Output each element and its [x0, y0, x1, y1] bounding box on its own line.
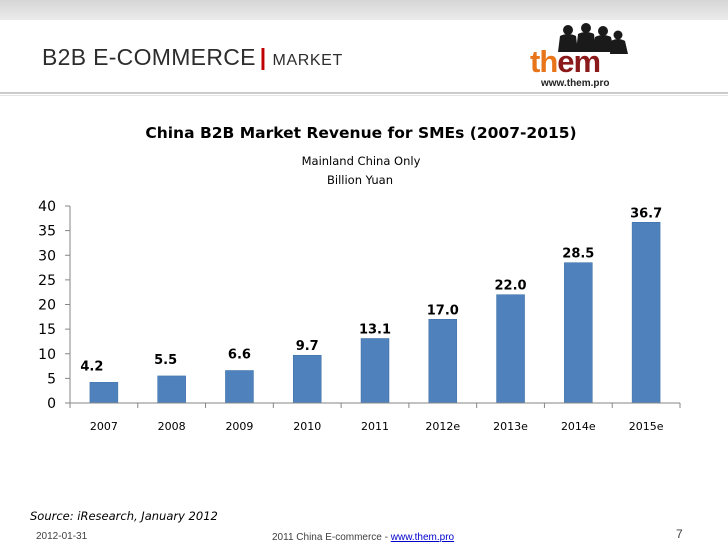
bar: [292, 354, 322, 404]
slide-title: B2B E-COMMERCE | MARKET: [42, 44, 343, 71]
y-tick-label: 35: [38, 224, 56, 240]
logo-word: them: [530, 44, 601, 80]
bar: [428, 319, 458, 404]
x-tick-label: 2008: [158, 420, 186, 433]
bar: [631, 222, 661, 404]
slide-title-main: B2B E-COMMERCE: [42, 44, 256, 70]
title-separator: |: [259, 44, 267, 70]
source-note: Source: iResearch, January 2012: [30, 509, 218, 523]
data-label: 28.5: [562, 247, 594, 262]
y-tick-label: 30: [38, 248, 56, 264]
data-label: 5.5: [154, 353, 177, 368]
y-tick-label: 40: [38, 199, 56, 215]
x-tick-label: 2011: [361, 420, 389, 433]
data-label: 6.6: [228, 347, 251, 362]
x-tick-label: 2007: [90, 420, 118, 433]
x-tick-label: 2012e: [425, 420, 460, 433]
top-bar: [0, 0, 728, 20]
data-label: 17.0: [427, 303, 459, 318]
header-divider: [0, 92, 728, 94]
data-label: 22.0: [495, 279, 527, 294]
footer-date: 2012-01-31: [36, 531, 88, 542]
y-tick-label: 5: [47, 371, 56, 387]
chart-title: China B2B Market Revenue for SMEs (2007-…: [145, 124, 577, 142]
y-tick-label: 15: [38, 322, 56, 338]
chart-unit-label: Billion Yuan: [327, 173, 393, 187]
chart-subtitle: Mainland China Only: [301, 154, 421, 168]
data-label: 13.1: [359, 322, 391, 337]
y-tick-label: 0: [47, 396, 56, 412]
y-tick-label: 20: [38, 298, 56, 314]
logo-url[interactable]: www.them.pro: [541, 78, 610, 89]
x-tick-label: 2015e: [629, 420, 664, 433]
data-label: 4.2: [80, 359, 103, 374]
them-logo[interactable]: [526, 22, 638, 92]
bar: [225, 370, 254, 404]
data-label: 36.7: [630, 206, 662, 221]
header-divider-shadow: [0, 95, 728, 96]
bar: [360, 338, 390, 404]
x-tick-label: 2013e: [493, 420, 528, 433]
y-tick-label: 25: [38, 273, 56, 289]
bar: [564, 262, 593, 404]
logo-word-part-b: em: [557, 44, 601, 79]
logo-word-part-a: th: [530, 44, 558, 79]
bar: [89, 382, 119, 404]
x-tick-label: 2014e: [561, 420, 596, 433]
logo-people-silhouette-icon: [558, 23, 628, 54]
footer-center-text: 2011 China E-commerce -: [272, 532, 391, 543]
y-tick-label: 10: [38, 347, 56, 363]
x-tick-label: 2010: [293, 420, 321, 433]
data-label: 9.7: [296, 339, 319, 354]
footer-link[interactable]: www.them.pro: [390, 532, 455, 543]
footer-center: 2011 China E-commerce - www.them.pro: [272, 532, 454, 543]
bar: [496, 294, 525, 404]
page-number: 7: [676, 527, 683, 541]
x-tick-label: 2009: [225, 420, 253, 433]
bar: [157, 375, 186, 404]
slide-title-sub: MARKET: [272, 52, 343, 69]
